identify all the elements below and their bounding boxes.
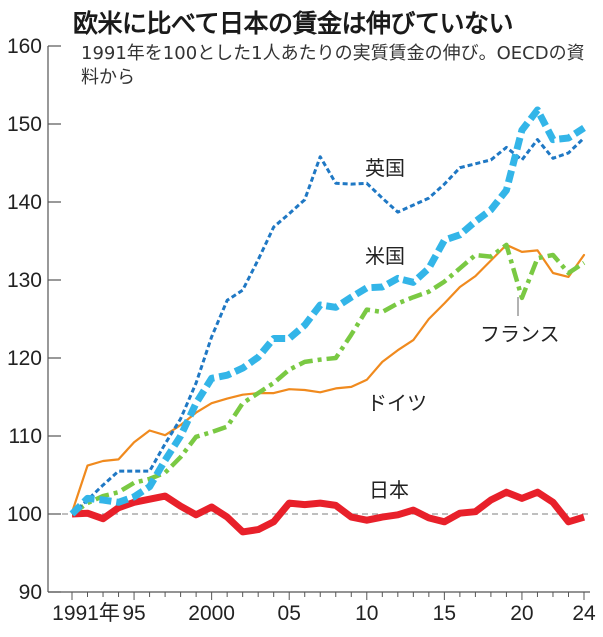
chart-title: 欧米に比べて日本の賃金は伸びていない — [73, 9, 514, 38]
y-tick-label: 110 — [9, 425, 42, 448]
y-tick-label: 120 — [7, 347, 42, 370]
series-line-japan — [71, 488, 586, 536]
series-line-france — [70, 242, 586, 516]
x-tick-label: 24 — [572, 602, 596, 625]
x-tick-label: 10 — [355, 602, 378, 625]
y-tick-label: 130 — [7, 269, 42, 292]
x-tick-label: 05 — [278, 602, 301, 625]
series-label-uk: 英国 — [365, 156, 405, 180]
y-tick-label: 90 — [19, 581, 42, 604]
chart-subtitle: 1991年を100とした1人あたりの実質賃金の伸び。OECDの資料から — [81, 43, 585, 88]
y-tick-label: 150 — [7, 113, 42, 136]
x-tick-label: 95 — [122, 602, 145, 625]
x-tick-label: 2000 — [188, 602, 235, 625]
series-line-us — [69, 106, 586, 517]
x-tick-label: 20 — [510, 602, 533, 625]
y-tick-label: 100 — [7, 503, 42, 526]
axes: 90 100 110 120 130 140 150 160 1991年 95 2000 05 10 15… — [7, 35, 596, 625]
series-line-germany — [70, 243, 586, 514]
series-lines — [69, 106, 586, 536]
series-label-japan: 日本 — [369, 478, 409, 502]
series-line-uk — [70, 136, 586, 516]
x-tick-label: 1991年 — [52, 602, 120, 625]
series-label-germany: ドイツ — [367, 391, 427, 415]
y-tick-label: 160 — [7, 35, 42, 58]
series-label-france: フランス — [480, 322, 560, 346]
y-tick-label: 140 — [7, 191, 42, 214]
series-label-us: 米国 — [365, 244, 405, 268]
x-tick-label: 15 — [433, 602, 456, 625]
